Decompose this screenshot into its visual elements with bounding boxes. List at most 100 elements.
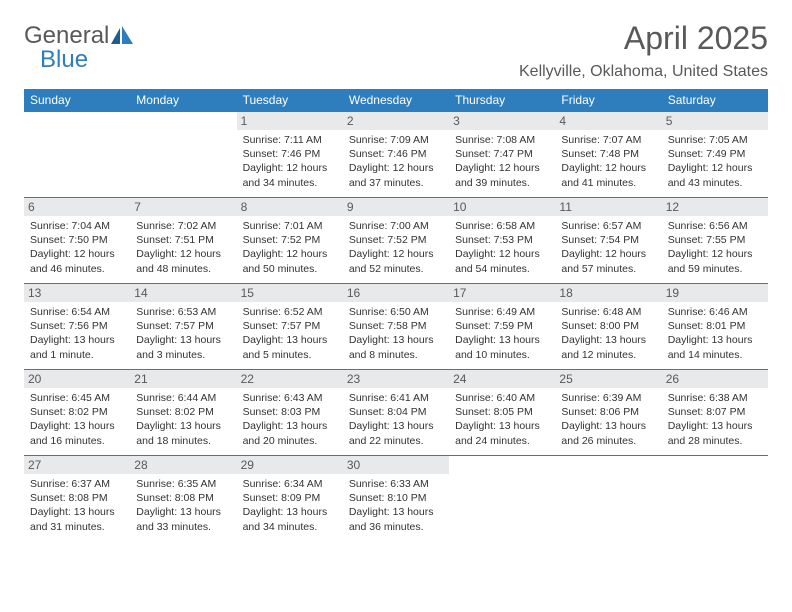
day-number: 18 — [555, 284, 661, 302]
day-number: 19 — [662, 284, 768, 302]
day-details: Sunrise: 6:49 AMSunset: 7:59 PMDaylight:… — [455, 305, 549, 362]
day-number: 10 — [449, 198, 555, 216]
sunset-line: Sunset: 7:59 PM — [455, 319, 549, 333]
day-details: Sunrise: 7:00 AMSunset: 7:52 PMDaylight:… — [349, 219, 443, 276]
daylight-line: Daylight: 13 hours and 1 minute. — [30, 333, 124, 361]
sunrise-line: Sunrise: 6:57 AM — [561, 219, 655, 233]
sunrise-line: Sunrise: 6:46 AM — [668, 305, 762, 319]
sunrise-line: Sunrise: 6:45 AM — [30, 391, 124, 405]
day-details: Sunrise: 6:57 AMSunset: 7:54 PMDaylight:… — [561, 219, 655, 276]
daylight-line: Daylight: 12 hours and 46 minutes. — [30, 247, 124, 275]
calendar-day-cell: 8 Sunrise: 7:01 AMSunset: 7:52 PMDaylight… — [237, 198, 343, 284]
calendar-empty-cell — [662, 456, 768, 542]
day-number: 28 — [130, 456, 236, 474]
daylight-line: Daylight: 13 hours and 26 minutes. — [561, 419, 655, 447]
sunrise-line: Sunrise: 6:50 AM — [349, 305, 443, 319]
calendar-day-cell: 6Sunrise: 7:04 AMSunset: 7:50 PMDaylight… — [24, 198, 130, 284]
sunset-line: Sunset: 8:02 PM — [30, 405, 124, 419]
daylight-line: Daylight: 12 hours and 50 minutes. — [243, 247, 337, 275]
calendar-day-cell: 21Sunrise: 6:44 AMSunset: 8:02 PMDayligh… — [130, 370, 236, 456]
sunset-line: Sunset: 8:05 PM — [455, 405, 549, 419]
weekday-header: Friday — [555, 89, 661, 112]
day-number: 9 — [343, 198, 449, 216]
sunrise-line: Sunrise: 6:54 AM — [30, 305, 124, 319]
weekday-header: Thursday — [449, 89, 555, 112]
daylight-line: Daylight: 13 hours and 36 minutes. — [349, 505, 443, 533]
calendar-day-cell: 14 Sunrise: 6:53 AMSunset: 7:57 PMDayligh… — [130, 284, 236, 370]
day-number: 11 — [555, 198, 661, 216]
daylight-line: Daylight: 13 hours and 24 minutes. — [455, 419, 549, 447]
sunset-line: Sunset: 8:08 PM — [30, 491, 124, 505]
day-number: 14 — [130, 284, 236, 302]
day-details: Sunrise: 6:48 AMSunset: 8:00 PMDaylight:… — [561, 305, 655, 362]
day-number: 17 — [449, 284, 555, 302]
day-number: 8 — [237, 198, 343, 216]
daylight-line: Daylight: 13 hours and 18 minutes. — [136, 419, 230, 447]
calendar-day-cell: 16Sunrise: 6:50 AMSunset: 7:58 PMDayligh… — [343, 284, 449, 370]
calendar-day-cell: 11 Sunrise: 6:57 AMSunset: 7:54 PMDayligh… — [555, 198, 661, 284]
daylight-line: Daylight: 12 hours and 54 minutes. — [455, 247, 549, 275]
day-details: Sunrise: 6:43 AMSunset: 8:03 PMDaylight:… — [243, 391, 337, 448]
day-details: Sunrise: 6:44 AMSunset: 8:02 PMDaylight:… — [136, 391, 230, 448]
sunrise-line: Sunrise: 6:49 AM — [455, 305, 549, 319]
sunset-line: Sunset: 7:56 PM — [30, 319, 124, 333]
day-details: Sunrise: 6:37 AMSunset: 8:08 PMDaylight:… — [30, 477, 124, 534]
daylight-line: Daylight: 13 hours and 3 minutes. — [136, 333, 230, 361]
sunset-line: Sunset: 7:48 PM — [561, 147, 655, 161]
title-block: April 2025 Kellyville, Oklahoma, United … — [519, 20, 768, 81]
day-details: Sunrise: 7:05 AMSunset: 7:49 PMDaylight:… — [668, 133, 762, 190]
day-number: 26 — [662, 370, 768, 388]
calendar-day-cell: 12Sunrise: 6:56 AMSunset: 7:55 PMDayligh… — [662, 198, 768, 284]
day-details: Sunrise: 7:01 AMSunset: 7:52 PMDaylight:… — [243, 219, 337, 276]
daylight-line: Daylight: 12 hours and 52 minutes. — [349, 247, 443, 275]
day-number: 4 — [555, 112, 661, 130]
sunset-line: Sunset: 7:49 PM — [668, 147, 762, 161]
daylight-line: Daylight: 12 hours and 34 minutes. — [243, 161, 337, 189]
calendar-day-cell: 13Sunrise: 6:54 AMSunset: 7:56 PMDayligh… — [24, 284, 130, 370]
daylight-line: Daylight: 13 hours and 28 minutes. — [668, 419, 762, 447]
weekday-header: Tuesday — [237, 89, 343, 112]
day-details: Sunrise: 6:39 AMSunset: 8:06 PMDaylight:… — [561, 391, 655, 448]
day-number: 27 — [24, 456, 130, 474]
sunset-line: Sunset: 8:09 PM — [243, 491, 337, 505]
sunrise-line: Sunrise: 6:35 AM — [136, 477, 230, 491]
calendar-week-row: 6Sunrise: 7:04 AMSunset: 7:50 PMDaylight… — [24, 198, 768, 284]
daylight-line: Daylight: 13 hours and 16 minutes. — [30, 419, 124, 447]
day-details: Sunrise: 6:35 AMSunset: 8:08 PMDaylight:… — [136, 477, 230, 534]
day-number: 23 — [343, 370, 449, 388]
calendar-week-row: 27 Sunrise: 6:37 AMSunset: 8:08 PMDayligh… — [24, 456, 768, 542]
calendar-day-cell: 3Sunrise: 7:08 AMSunset: 7:47 PMDaylight… — [449, 112, 555, 198]
calendar-week-row: 1Sunrise: 7:11 AMSunset: 7:46 PMDaylight… — [24, 112, 768, 198]
day-number: 12 — [662, 198, 768, 216]
day-number: 29 — [237, 456, 343, 474]
daylight-line: Daylight: 12 hours and 59 minutes. — [668, 247, 762, 275]
calendar-day-cell: 25Sunrise: 6:39 AMSunset: 8:06 PMDayligh… — [555, 370, 661, 456]
calendar-day-cell: 20Sunrise: 6:45 AMSunset: 8:02 PMDayligh… — [24, 370, 130, 456]
sunrise-line: Sunrise: 6:39 AM — [561, 391, 655, 405]
sunrise-line: Sunrise: 7:04 AM — [30, 219, 124, 233]
weekday-header: Saturday — [662, 89, 768, 112]
day-number: 22 — [237, 370, 343, 388]
sunrise-line: Sunrise: 7:07 AM — [561, 133, 655, 147]
sail-icon — [111, 26, 133, 48]
daylight-line: Daylight: 13 hours and 8 minutes. — [349, 333, 443, 361]
day-details: Sunrise: 6:58 AMSunset: 7:53 PMDaylight:… — [455, 219, 549, 276]
day-details: Sunrise: 6:50 AMSunset: 7:58 PMDaylight:… — [349, 305, 443, 362]
sunrise-line: Sunrise: 6:38 AM — [668, 391, 762, 405]
calendar-page: General Blue April 2025 Kellyville, Okla… — [0, 0, 792, 562]
day-details: Sunrise: 6:53 AMSunset: 7:57 PMDaylight:… — [136, 305, 230, 362]
day-number: 2 — [343, 112, 449, 130]
sunrise-line: Sunrise: 6:44 AM — [136, 391, 230, 405]
calendar-day-cell: 28 Sunrise: 6:35 AMSunset: 8:08 PMDayligh… — [130, 456, 236, 542]
daylight-line: Daylight: 13 hours and 10 minutes. — [455, 333, 549, 361]
weekday-header: Monday — [130, 89, 236, 112]
calendar-day-cell: 15Sunrise: 6:52 AMSunset: 7:57 PMDayligh… — [237, 284, 343, 370]
calendar-day-cell: 4Sunrise: 7:07 AMSunset: 7:48 PMDaylight… — [555, 112, 661, 198]
sunset-line: Sunset: 7:46 PM — [243, 147, 337, 161]
calendar-day-cell: 9 Sunrise: 7:00 AMSunset: 7:52 PMDaylight… — [343, 198, 449, 284]
calendar-day-cell: 30Sunrise: 6:33 AMSunset: 8:10 PMDayligh… — [343, 456, 449, 542]
sunset-line: Sunset: 8:03 PM — [243, 405, 337, 419]
daylight-line: Daylight: 13 hours and 22 minutes. — [349, 419, 443, 447]
calendar-week-row: 20Sunrise: 6:45 AMSunset: 8:02 PMDayligh… — [24, 370, 768, 456]
day-number: 3 — [449, 112, 555, 130]
